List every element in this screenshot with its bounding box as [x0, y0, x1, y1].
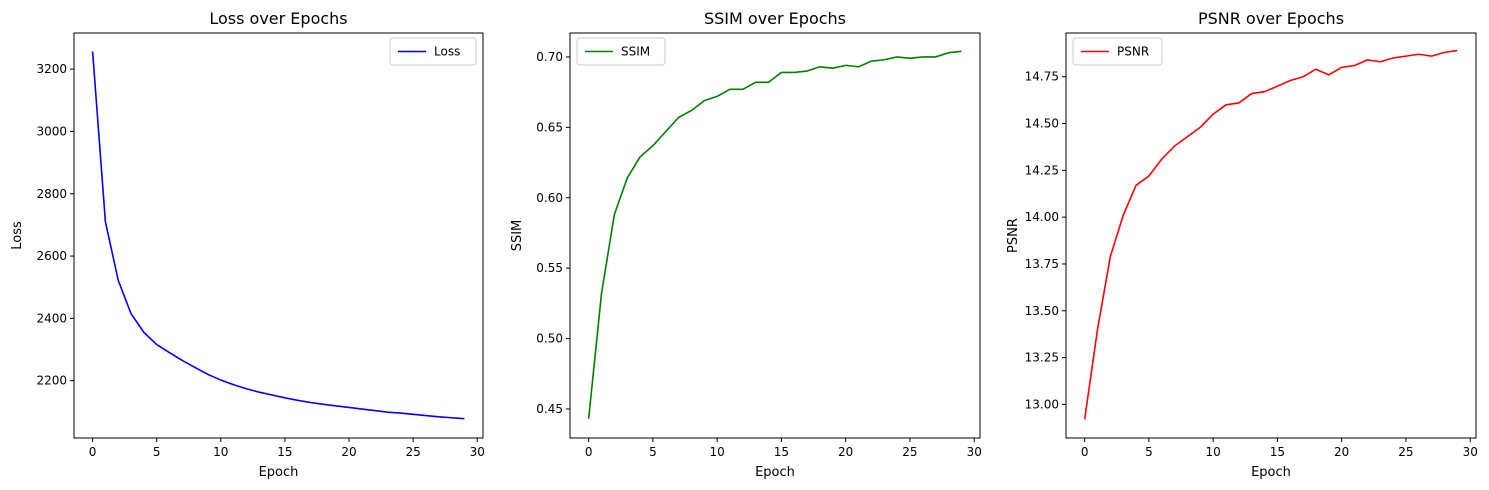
y-tick-label: 0.50: [536, 332, 563, 346]
y-tick-label: 14.75: [1025, 70, 1059, 84]
x-tick-label: 5: [649, 445, 657, 459]
y-tick-label: 13.00: [1025, 397, 1059, 411]
y-axis-label: Loss: [10, 221, 25, 250]
y-tick-label: 13.50: [1025, 304, 1059, 318]
x-axis-label: Epoch: [1251, 465, 1291, 480]
x-tick-label: 10: [710, 445, 725, 459]
y-tick-label: 2800: [36, 187, 67, 201]
legend: Loss: [389, 37, 477, 66]
y-tick-label: 14.25: [1025, 163, 1059, 177]
chart-title: Loss over Epochs: [209, 9, 347, 28]
y-tick-label: 0.45: [536, 402, 563, 416]
x-tick-label: 0: [585, 445, 593, 459]
series-line-ssim: [587, 50, 962, 419]
y-tick-label: 3200: [36, 62, 67, 76]
legend: PSNR: [1072, 37, 1163, 66]
x-tick-label: 30: [470, 445, 485, 459]
y-tick-label: 0.55: [536, 261, 563, 275]
x-tick-label: 20: [838, 445, 853, 459]
y-tick-label: 14.50: [1025, 117, 1059, 131]
y-axis-label: SSIM: [510, 220, 525, 252]
x-tick-label: 20: [1334, 445, 1349, 459]
legend-label: SSIM: [621, 45, 650, 59]
chart-title: SSIM over Epochs: [704, 9, 846, 28]
x-tick-label: 5: [1145, 445, 1153, 459]
legend-label: PSNR: [1117, 45, 1149, 59]
x-tick-label: 10: [213, 445, 228, 459]
x-tick-label: 25: [902, 445, 917, 459]
chart-panel-1: Loss over Epochs 0 5 10 15 20 25 30 2200 2400 2600…: [10, 9, 485, 480]
x-tick-label: 0: [89, 445, 97, 459]
x-axis-label: Epoch: [755, 465, 795, 480]
y-tick-label: 0.65: [536, 120, 563, 134]
plot-frame: [1065, 32, 1477, 439]
x-tick-label: 15: [1270, 445, 1285, 459]
y-tick-label: 14.00: [1025, 210, 1059, 224]
series-line-psnr: [1083, 49, 1458, 420]
y-tick-label: 13.25: [1025, 351, 1059, 365]
y-tick-label: 2200: [36, 374, 67, 388]
y-tick-label: 13.75: [1025, 257, 1059, 271]
plot-frame: [569, 32, 981, 439]
chart-panel-3: PSNR over Epochs 0 5 10 15 20 25 30 13.00 13.25 13…: [1006, 9, 1478, 480]
x-tick-label: 15: [774, 445, 789, 459]
x-tick-label: 0: [1081, 445, 1089, 459]
x-tick-label: 25: [405, 445, 420, 459]
y-tick-label: 2400: [36, 311, 67, 325]
x-tick-label: 25: [1398, 445, 1413, 459]
legend-label: Loss: [434, 45, 460, 59]
x-tick-label: 30: [967, 445, 982, 459]
chart-panel-2: SSIM over Epochs 0 5 10 15 20 25 30 0.45 0.50 0.55…: [510, 9, 982, 480]
legend-box: [576, 37, 666, 66]
y-tick-label: 0.60: [536, 191, 563, 205]
series-line-loss: [91, 51, 465, 420]
chart-title: PSNR over Epochs: [1198, 9, 1344, 28]
x-tick-label: 10: [1206, 445, 1221, 459]
x-tick-label: 20: [341, 445, 356, 459]
x-tick-label: 15: [277, 445, 292, 459]
legend-box: [389, 37, 477, 66]
x-tick-label: 5: [153, 445, 161, 459]
plot-frame: [73, 32, 484, 439]
y-tick-label: 3000: [36, 124, 67, 138]
x-tick-label: 30: [1463, 445, 1478, 459]
legend: SSIM: [576, 37, 666, 66]
legend-box: [1072, 37, 1163, 66]
x-axis-label: Epoch: [259, 465, 299, 480]
y-axis-label: PSNR: [1006, 218, 1021, 253]
y-tick-label: 0.70: [536, 50, 563, 64]
y-tick-label: 2600: [36, 249, 67, 263]
